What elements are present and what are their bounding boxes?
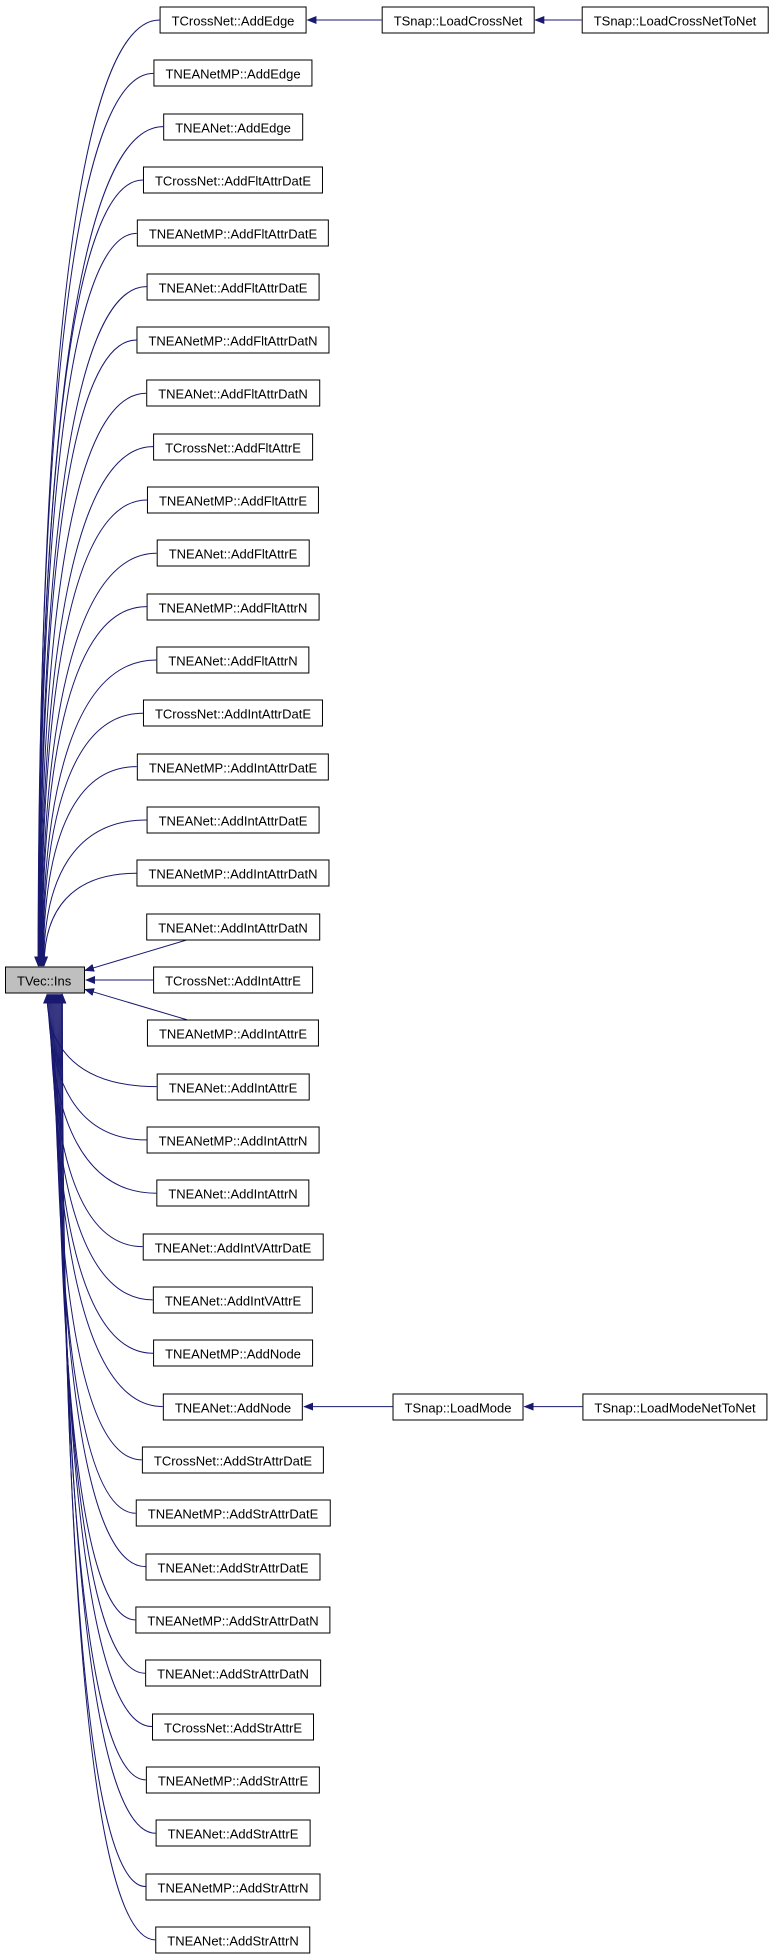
call-edge <box>39 819 147 967</box>
call-edge <box>38 606 147 967</box>
caller-node[interactable]: TCrossNet::AddIntAttrDatE <box>142 699 324 727</box>
caller-node[interactable]: TNEANetMP::AddFltAttrN <box>146 593 320 621</box>
caller-node[interactable]: TNEANetMP::AddStrAttrDatE <box>135 1499 331 1527</box>
caller-node[interactable]: TNEANetMP::AddIntAttrDatE <box>136 753 330 781</box>
call-edge <box>39 766 137 967</box>
call-edge <box>45 993 157 1194</box>
caller-node[interactable]: TNEANet::AddIntVAttrE <box>152 1286 314 1314</box>
call-edge <box>58 993 156 1941</box>
caller-node[interactable]: TNEANet::AddStrAttrDatE <box>145 1553 321 1581</box>
caller-node[interactable]: TNEANetMP::AddIntAttrE <box>146 1019 320 1047</box>
call-edge <box>38 659 157 967</box>
caller-node[interactable]: TNEANetMP::AddStrAttrDatN <box>135 1606 331 1634</box>
call-edge <box>35 286 147 967</box>
call-edge <box>84 988 188 1021</box>
call-edge <box>34 179 143 967</box>
caller-node[interactable]: TNEANetMP::AddNode <box>153 1339 313 1367</box>
call-edge <box>37 552 157 967</box>
chain-node[interactable]: TSnap::LoadCrossNetToNet <box>581 6 769 34</box>
call-edge <box>35 232 137 967</box>
caller-node[interactable]: TCrossNet::AddEdge <box>159 6 307 34</box>
call-edge <box>54 993 146 1674</box>
caller-node[interactable]: TNEANet::AddIntAttrDatN <box>146 913 320 941</box>
caller-node[interactable]: TNEANet::AddIntAttrN <box>156 1179 310 1207</box>
call-edge <box>37 499 147 967</box>
chain-node[interactable]: TSnap::LoadModeNetToNet <box>582 1393 768 1421</box>
call-edge <box>53 993 136 1621</box>
call-edge <box>84 939 187 972</box>
caller-node[interactable]: TNEANetMP::AddStrAttrN <box>145 1873 321 1901</box>
call-edge <box>48 993 154 1354</box>
caller-node[interactable]: TCrossNet::AddStrAttrE <box>152 1713 314 1741</box>
call-edge <box>50 993 142 1461</box>
call-edge <box>34 126 164 967</box>
call-edge <box>35 339 137 967</box>
chain-node[interactable]: TSnap::LoadCrossNet <box>381 6 535 34</box>
caller-node[interactable]: TNEANet::AddIntAttrE <box>156 1073 310 1101</box>
caller-node[interactable]: TNEANet::AddEdge <box>163 113 303 141</box>
caller-node[interactable]: TNEANet::AddFltAttrN <box>156 646 310 674</box>
call-edge <box>52 993 146 1568</box>
caller-node[interactable]: TNEANetMP::AddEdge <box>153 59 313 87</box>
caller-node[interactable]: TNEANet::AddStrAttrN <box>155 1926 311 1954</box>
caller-node[interactable]: TNEANetMP::AddFltAttrE <box>146 486 320 514</box>
caller-node[interactable]: TNEANet::AddNode <box>162 1393 304 1421</box>
caller-node[interactable]: TNEANetMP::AddIntAttrN <box>146 1126 320 1154</box>
caller-node[interactable]: TCrossNet::AddFltAttrDatE <box>142 166 324 194</box>
call-edge <box>47 993 153 1301</box>
caller-node[interactable]: TNEANetMP::AddStrAttrE <box>145 1766 321 1794</box>
call-edge <box>34 72 154 967</box>
caller-node[interactable]: TNEANet::AddStrAttrE <box>155 1819 311 1847</box>
call-edge <box>46 993 143 1248</box>
call-edge <box>40 872 137 967</box>
caller-node[interactable]: TNEANetMP::AddFltAttrDatN <box>136 326 330 354</box>
call-edge <box>55 993 153 1728</box>
call-edge <box>43 993 157 1088</box>
caller-node[interactable]: TNEANet::AddIntAttrDatE <box>146 806 320 834</box>
chain-node[interactable]: TSnap::LoadMode <box>392 1393 524 1421</box>
caller-node[interactable]: TNEANet::AddFltAttrDatE <box>146 273 320 301</box>
caller-node[interactable]: TNEANet::AddFltAttrE <box>156 539 310 567</box>
caller-node[interactable]: TNEANet::AddStrAttrDatN <box>145 1659 321 1687</box>
caller-node[interactable]: TNEANetMP::AddIntAttrDatN <box>136 859 330 887</box>
call-edge <box>38 712 143 967</box>
call-edge <box>34 19 160 967</box>
root-node-tvec-ins[interactable]: TVec::Ins <box>5 966 85 994</box>
caller-node[interactable]: TNEANet::AddFltAttrDatN <box>146 379 320 407</box>
caller-node[interactable]: TNEANet::AddIntVAttrDatE <box>142 1233 324 1261</box>
call-edge <box>51 993 136 1514</box>
call-edge <box>36 392 147 967</box>
caller-node[interactable]: TNEANetMP::AddFltAttrDatE <box>136 219 330 247</box>
call-edge <box>57 993 156 1834</box>
caller-node[interactable]: TCrossNet::AddIntAttrE <box>153 966 313 994</box>
caller-node[interactable]: TCrossNet::AddStrAttrDatE <box>141 1446 325 1474</box>
call-edge <box>36 446 154 967</box>
call-edge <box>56 993 146 1781</box>
caller-node[interactable]: TCrossNet::AddFltAttrE <box>153 433 313 461</box>
